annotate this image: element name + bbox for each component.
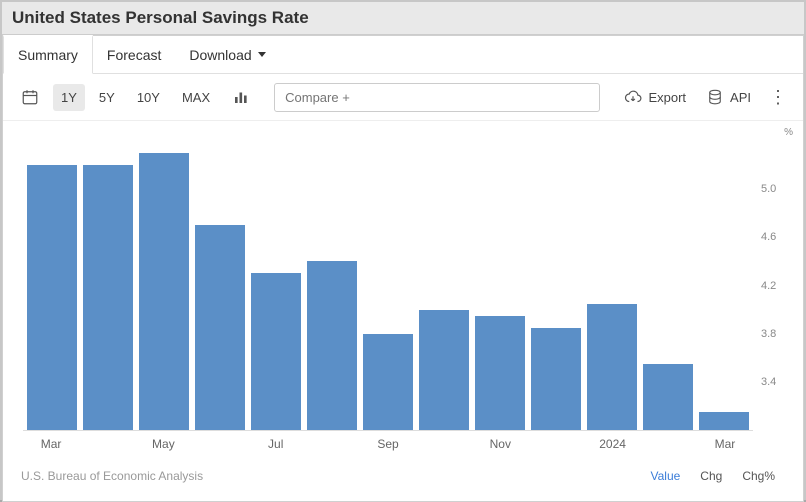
range-max-label: MAX xyxy=(182,90,210,105)
app-root: United States Personal Savings Rate Summ… xyxy=(0,0,806,500)
tab-forecast-label: Forecast xyxy=(107,47,161,63)
bar[interactable] xyxy=(83,165,133,430)
database-icon xyxy=(706,88,724,106)
bar[interactable] xyxy=(307,261,357,430)
x-tick: May xyxy=(152,437,175,451)
x-tick: Mar xyxy=(41,437,62,451)
y-tick: 3.8 xyxy=(761,328,791,340)
export-button[interactable]: Export xyxy=(616,82,694,112)
bar[interactable] xyxy=(363,334,413,430)
range-1y-button[interactable]: 1Y xyxy=(53,84,85,111)
y-tick: 4.6 xyxy=(761,231,791,243)
calendar-button[interactable] xyxy=(13,82,47,112)
tab-forecast[interactable]: Forecast xyxy=(93,36,175,73)
bar[interactable] xyxy=(475,316,525,430)
more-vertical-icon: ⋮ xyxy=(769,87,787,107)
y-tick: 5.0 xyxy=(761,183,791,195)
calendar-icon xyxy=(21,88,39,106)
range-5y-button[interactable]: 5Y xyxy=(91,84,123,111)
x-tick: Jul xyxy=(268,437,283,451)
x-axis-labels: Mar May Jul Sep Nov 2024 Mar xyxy=(23,437,753,455)
metric-chg[interactable]: Chg xyxy=(690,469,732,483)
chart-panel: Summary Forecast Download 1Y 5Y 10Y xyxy=(2,35,804,502)
chart-type-button[interactable] xyxy=(224,82,258,112)
tab-bar: Summary Forecast Download xyxy=(3,36,803,74)
toolbar: 1Y 5Y 10Y MAX Export xyxy=(3,74,803,121)
bar[interactable] xyxy=(419,310,469,430)
range-5y-label: 5Y xyxy=(99,90,115,105)
metric-chg-label: Chg xyxy=(700,469,722,483)
toolbar-right: Export API ⋮ xyxy=(616,82,793,112)
source-label: U.S. Bureau of Economic Analysis xyxy=(21,469,640,483)
api-button[interactable]: API xyxy=(698,82,759,112)
y-tick: 3.4 xyxy=(761,376,791,388)
chart-footer: U.S. Bureau of Economic Analysis Value C… xyxy=(3,461,803,491)
tab-summary-label: Summary xyxy=(18,47,78,63)
range-10y-label: 10Y xyxy=(137,90,160,105)
metric-value[interactable]: Value xyxy=(640,469,690,483)
metric-value-label: Value xyxy=(650,469,680,483)
y-tick: 4.2 xyxy=(761,280,791,292)
x-tick: Mar xyxy=(715,437,736,451)
x-tick: Sep xyxy=(377,437,398,451)
x-tick: Nov xyxy=(490,437,511,451)
bar[interactable] xyxy=(587,304,637,430)
x-tick: 2024 xyxy=(599,437,626,451)
y-axis-unit: % xyxy=(784,127,793,138)
bar[interactable] xyxy=(27,165,77,430)
range-1y-label: 1Y xyxy=(61,90,77,105)
tab-download-label: Download xyxy=(189,47,251,63)
tab-summary[interactable]: Summary xyxy=(3,35,93,74)
chart-area: % 3.43.84.24.65.0 MarMayJulSepNov2024Mar xyxy=(3,121,803,461)
bars-container xyxy=(23,141,753,430)
cloud-download-icon xyxy=(624,88,642,106)
export-label: Export xyxy=(648,90,686,105)
bar[interactable] xyxy=(531,328,581,430)
more-menu-button[interactable]: ⋮ xyxy=(763,87,793,108)
bar[interactable] xyxy=(251,273,301,430)
range-10y-button[interactable]: 10Y xyxy=(129,84,168,111)
metric-chgp-label: Chg% xyxy=(742,469,775,483)
bar-chart-icon xyxy=(232,88,250,106)
bar[interactable] xyxy=(195,225,245,430)
page-title: United States Personal Savings Rate xyxy=(2,2,804,35)
api-label: API xyxy=(730,90,751,105)
bar[interactable] xyxy=(139,153,189,430)
metric-chgp[interactable]: Chg% xyxy=(732,469,785,483)
chevron-down-icon xyxy=(258,52,266,57)
chart-plot: 3.43.84.24.65.0 xyxy=(23,141,753,431)
tab-download[interactable]: Download xyxy=(175,36,279,73)
compare-input[interactable] xyxy=(274,83,600,112)
range-max-button[interactable]: MAX xyxy=(174,84,218,111)
bar[interactable] xyxy=(643,364,693,430)
bar[interactable] xyxy=(699,412,749,430)
